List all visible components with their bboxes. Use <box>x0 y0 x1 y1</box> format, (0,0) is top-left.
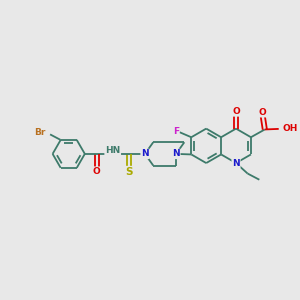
Text: N: N <box>172 149 180 158</box>
Text: S: S <box>125 167 133 177</box>
Text: N: N <box>232 159 240 168</box>
Text: Br: Br <box>34 128 46 137</box>
Text: N: N <box>141 149 149 158</box>
Text: O: O <box>259 108 266 117</box>
Text: F: F <box>173 127 179 136</box>
Text: O: O <box>232 107 240 116</box>
Text: OH: OH <box>283 124 298 134</box>
Text: HN: HN <box>105 146 120 155</box>
Text: O: O <box>93 167 101 176</box>
